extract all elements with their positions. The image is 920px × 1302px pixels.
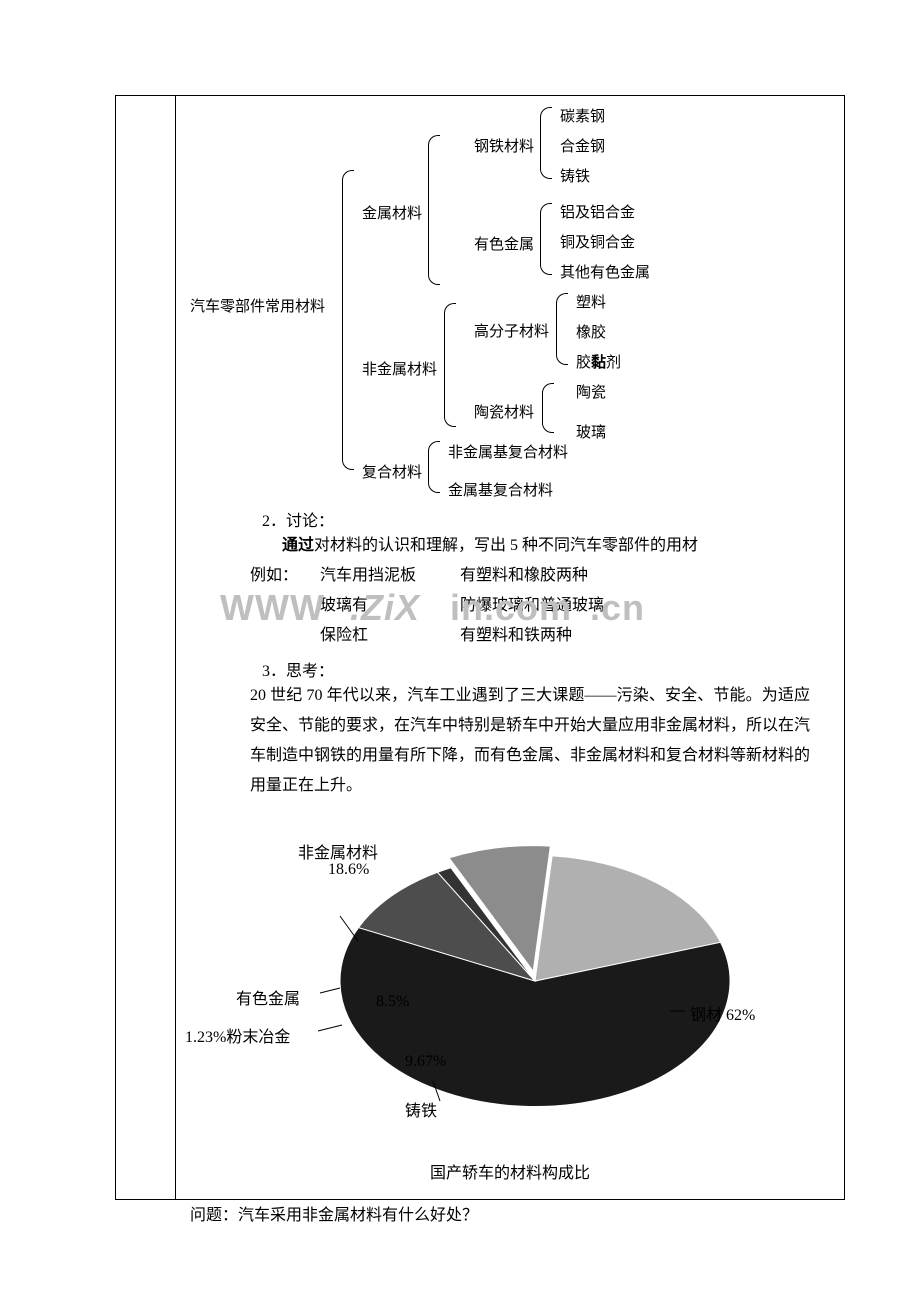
tree-leaf: 合金钢	[560, 135, 605, 156]
tree-leaf: 胶黏剂	[576, 351, 621, 372]
pie-chart: 钢材 62% 铸铁 9.67% 1.23%粉末冶金 有色金属 8.5% 非金属材…	[190, 821, 830, 1151]
pie-caption: 国产轿车的材料构成比	[190, 1159, 830, 1183]
tree-leaf: 橡胶	[576, 321, 606, 342]
pie-label-nfm: 有色金属	[236, 985, 300, 1009]
tree-steel: 钢铁材料	[474, 135, 534, 156]
material-tree: 汽车零部件常用材料 金属材料 非金属材料 复合材料 钢铁材料 有色金属 碳素钢 …	[190, 105, 830, 497]
tree-polymer: 高分子材料	[474, 320, 549, 341]
pie-label-iron-val: 9.67%	[405, 1053, 446, 1071]
section2-line1: 通过对材料的认识和理解，写出 5 种不同汽车零部件的用材	[250, 531, 810, 561]
tree-leaf: 铝及铝合金	[560, 201, 635, 222]
brace-icon	[428, 135, 440, 285]
tree-leaf: 其他有色金属	[560, 261, 650, 282]
brace-icon	[444, 303, 456, 427]
tree-leaf: 塑料	[576, 291, 606, 312]
brace-icon	[540, 107, 552, 179]
pie-label-nfm-val: 8.5%	[376, 993, 409, 1011]
pie-label-steel: 钢材 62%	[690, 1001, 755, 1025]
tree-leaf: 碳素钢	[560, 105, 605, 126]
pie-label-iron: 铸铁	[405, 1097, 437, 1121]
tree-leaf: 铸铁	[560, 165, 590, 186]
tree-leaf: 铜及铜合金	[560, 231, 635, 252]
brace-icon	[556, 293, 568, 365]
vertical-divider	[175, 95, 176, 1200]
question-text: 问题：汽车采用非金属材料有什么好处？	[190, 1201, 830, 1225]
content-area: 汽车零部件常用材料 金属材料 非金属材料 复合材料 钢铁材料 有色金属 碳素钢 …	[190, 105, 830, 1225]
example-block: 例如： 汽车用挡泥板 有塑料和橡胶两种 玻璃有 防爆玻璃和普通玻璃 保险杠 有塑…	[250, 561, 830, 651]
example-row: 保险杠 有塑料和铁两种	[320, 621, 830, 651]
example-desc: 防爆玻璃和普通玻璃	[460, 591, 604, 621]
tree-l1-metal: 金属材料	[362, 202, 422, 223]
pie-label-powder: 1.23%粉末冶金	[185, 1023, 290, 1047]
section3-title: 3．思考：	[262, 657, 830, 681]
tree-leaf: 陶瓷	[576, 381, 606, 402]
tree-leaf: 金属基复合材料	[448, 479, 553, 500]
example-item: 汽车用挡泥板	[320, 561, 460, 591]
example-row: 例如： 汽车用挡泥板 有塑料和橡胶两种	[250, 561, 830, 591]
brace-icon	[542, 383, 554, 433]
tree-leaf: 非金属基复合材料	[448, 441, 568, 462]
example-label: 例如：	[250, 561, 320, 591]
pie-label-nonmetal-val: 18.6%	[328, 861, 369, 879]
section2-title: 2．讨论：	[262, 507, 830, 531]
tree-ceramic: 陶瓷材料	[474, 401, 534, 422]
brace-icon	[342, 170, 354, 470]
example-desc: 有塑料和橡胶两种	[460, 561, 588, 591]
tree-l1-nonmetal: 非金属材料	[362, 358, 437, 379]
brace-icon	[540, 203, 552, 275]
brace-icon	[428, 441, 440, 493]
example-item: 玻璃有	[320, 591, 460, 621]
example-row: 玻璃有 防爆玻璃和普通玻璃	[320, 591, 830, 621]
tree-root: 汽车零部件常用材料	[190, 295, 325, 316]
example-item: 保险杠	[320, 621, 460, 651]
tree-leaf: 玻璃	[576, 421, 606, 442]
tree-nonferrous: 有色金属	[474, 233, 534, 254]
pie-label-nonmetal: 非金属材料	[298, 839, 378, 863]
example-desc: 有塑料和铁两种	[460, 621, 572, 651]
section3-para: 20 世纪 70 年代以来，汽车工业遇到了三大课题——污染、安全、节能。为适应安…	[250, 681, 810, 801]
tree-l1-composite: 复合材料	[362, 461, 422, 482]
